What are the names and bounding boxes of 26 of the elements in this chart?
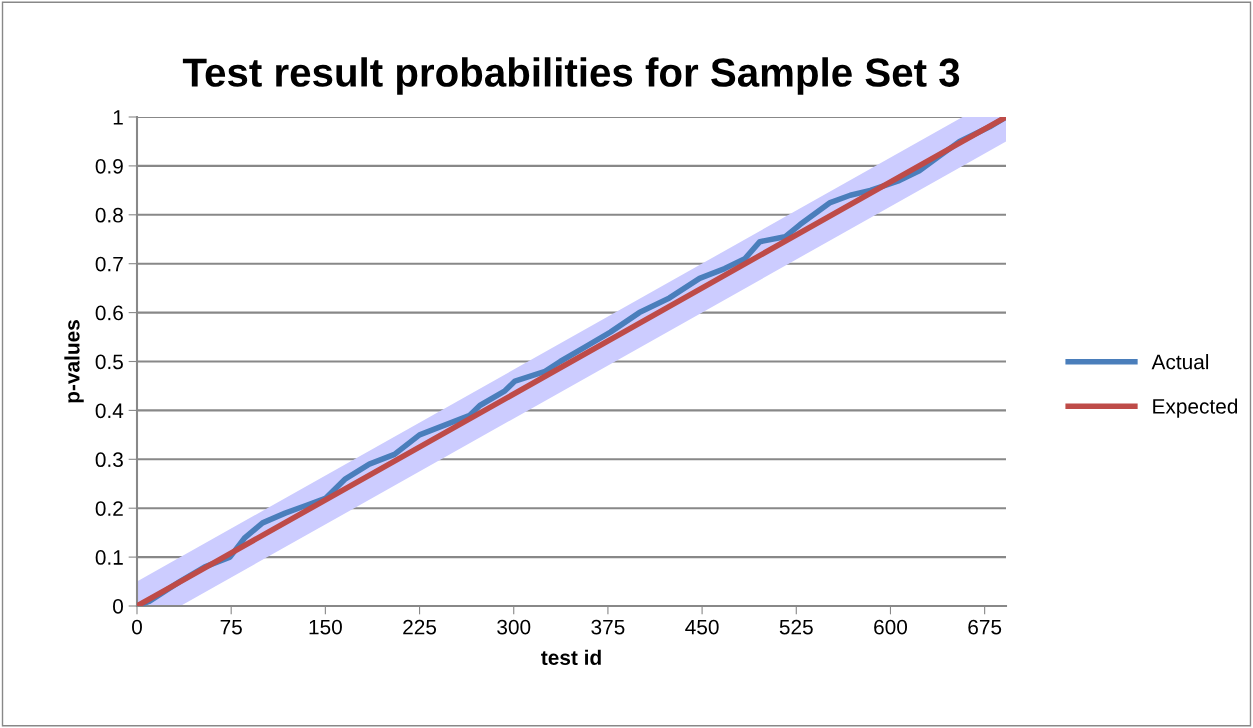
legend-label: Expected — [1153, 398, 1238, 418]
x-axis-title: test id — [541, 649, 601, 666]
y-tick-label: 0.7 — [95, 256, 123, 272]
y-tick-label: 0.5 — [95, 354, 123, 370]
y-tick-label: 0.6 — [95, 305, 123, 321]
x-tick-label: 75 — [220, 619, 242, 635]
x-tick-label: 150 — [309, 619, 342, 635]
y-axis-title: p-values — [64, 320, 84, 403]
x-tick-label: 450 — [685, 619, 719, 635]
x-tick-label: 300 — [497, 619, 531, 635]
chart-title: Test result probabilities for Sample Set 3 — [182, 57, 960, 95]
y-tick-label: 0.1 — [95, 550, 123, 565]
y-tick-label: 0.3 — [95, 452, 123, 468]
y-tick-label: 0 — [113, 599, 123, 614]
y-tick-label: 0.8 — [95, 207, 123, 223]
y-tick-label: 0.9 — [95, 158, 123, 174]
x-tick-label: 375 — [591, 619, 625, 635]
x-tick-label: 525 — [779, 619, 813, 635]
x-tick-label: 600 — [874, 619, 908, 635]
y-tick-label: 1 — [113, 110, 123, 125]
x-tick-label: 225 — [403, 619, 437, 635]
x-tick-label: 675 — [968, 619, 1002, 635]
y-tick-label: 0.4 — [95, 403, 124, 419]
legend-label: Actual — [1151, 354, 1209, 370]
y-tick-label: 0.2 — [95, 501, 123, 516]
x-tick-label: 0 — [132, 619, 142, 635]
